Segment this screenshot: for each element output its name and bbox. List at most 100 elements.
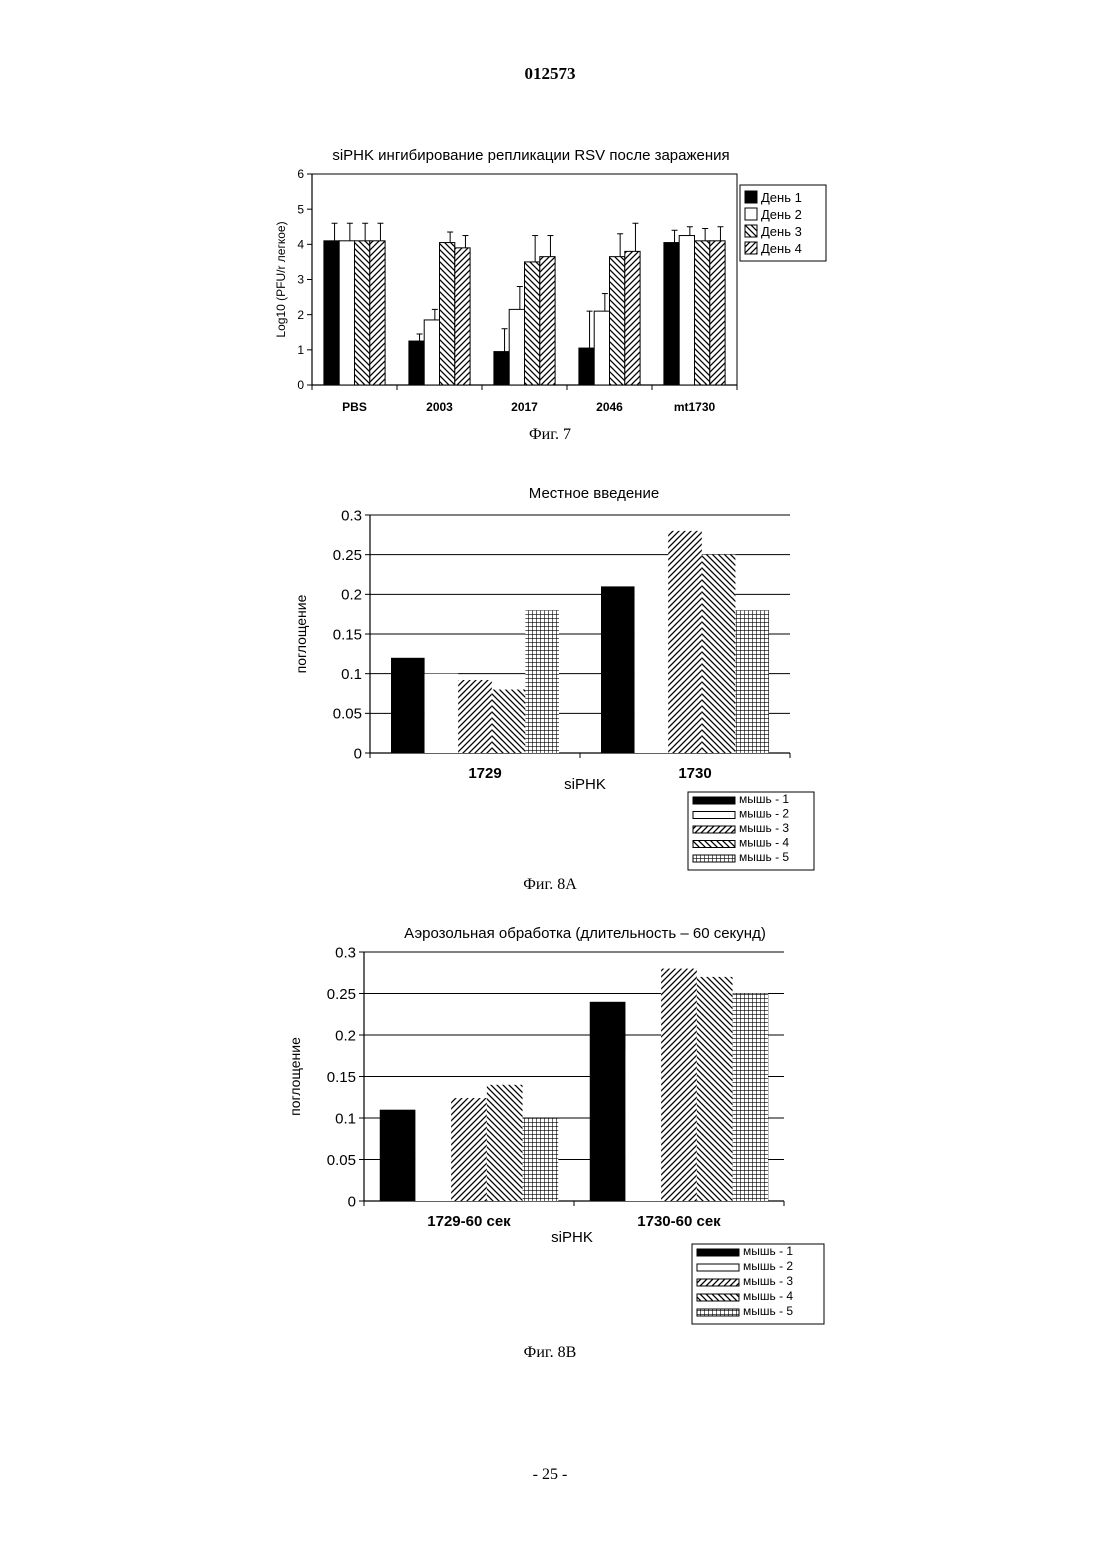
y-tick-label: 0.05: [333, 706, 362, 723]
legend-swatch: [697, 1249, 739, 1256]
y-axis-label: поглощение: [293, 594, 309, 673]
y-axis-label: Log10 (PFU/r легкое): [274, 221, 288, 337]
y-tick-label: 0.15: [333, 626, 362, 643]
chart-title: Местное введение: [529, 485, 659, 502]
bar: [679, 236, 694, 385]
x-tick-label: PBS: [342, 400, 367, 414]
y-tick-label: 0.25: [327, 986, 356, 1003]
bar: [440, 243, 455, 385]
bar: [492, 690, 526, 753]
y-tick-label: 0: [297, 378, 304, 392]
y-tick-label: 0.15: [327, 1069, 356, 1086]
bar: [625, 251, 640, 385]
legend-swatch: [697, 1294, 739, 1301]
bar: [523, 1118, 559, 1201]
y-tick-label: 3: [297, 273, 304, 287]
y-tick-label: 0: [354, 745, 362, 762]
bar: [509, 309, 524, 385]
caption-fig8b: Фиг. 8В: [0, 1344, 1100, 1362]
legend-label: мышь - 5: [739, 850, 789, 864]
y-tick-label: 0: [348, 1193, 356, 1210]
bar: [702, 555, 736, 753]
x-tick-label: 1729-60 сек: [427, 1213, 511, 1230]
y-tick-label: 0.3: [341, 507, 362, 524]
chart-fig8b: 0 0.05 0.1 0.15 0.2 0.25 0.3 1729-60 сек 1730-60…: [0, 918, 1100, 1326]
x-tick-label: 1730-60 сек: [637, 1213, 721, 1230]
bar: [455, 248, 470, 385]
bar: [664, 243, 679, 385]
bar: [601, 586, 635, 753]
x-tick-label: 2003: [426, 400, 453, 414]
legend-label: мышь - 3: [743, 1274, 793, 1288]
chart-fig7: 0123456PBS200320172046mt1730siPHK ингиби…: [0, 140, 1100, 425]
y-axis-label: поглощение: [287, 1037, 303, 1116]
legend-label: мышь - 4: [743, 1289, 793, 1303]
bar: [525, 262, 540, 385]
legend-label: мышь - 1: [743, 1244, 793, 1258]
bar: [380, 1110, 416, 1201]
legend-swatch: [693, 841, 735, 848]
bar: [409, 341, 424, 385]
y-tick-label: 4: [297, 238, 304, 252]
x-axis-label: siPHK: [564, 776, 606, 793]
chart-title: Аэрозольная обработка (длительность – 60…: [404, 925, 766, 942]
legend-label: День 1: [761, 190, 802, 205]
bar: [424, 320, 439, 385]
x-tick-label: 1730: [678, 765, 711, 782]
y-tick-label: 6: [297, 167, 304, 181]
y-tick-label: 0.05: [327, 1152, 356, 1169]
legend-swatch: [745, 208, 757, 220]
bar: [458, 680, 492, 753]
legend-label: День 3: [761, 224, 802, 239]
legend-label: мышь - 5: [743, 1304, 793, 1318]
legend-label: мышь - 4: [739, 836, 789, 850]
legend-swatch: [745, 191, 757, 203]
legend-label: мышь - 1: [739, 792, 789, 806]
bar: [415, 1096, 451, 1201]
bar: [324, 241, 339, 385]
y-tick-label: 0.3: [335, 944, 356, 961]
y-tick-label: 1: [297, 343, 304, 357]
legend-label: День 2: [761, 207, 802, 222]
x-axis-label: siPHK: [551, 1229, 593, 1246]
bar: [579, 348, 594, 385]
bar: [661, 969, 697, 1201]
legend-swatch: [693, 826, 735, 833]
bar: [425, 674, 459, 753]
y-tick-label: 0.2: [341, 587, 362, 604]
legend-label: День 4: [761, 241, 802, 256]
legend-swatch: [693, 812, 735, 819]
legend-label: мышь - 2: [743, 1259, 793, 1273]
y-tick-label: 2: [297, 308, 304, 322]
bar: [355, 241, 370, 385]
y-tick-label: 0.1: [341, 666, 362, 683]
y-tick-label: 0.1: [335, 1110, 356, 1127]
chart-title: siPHK ингибирование репликации RSV после…: [332, 147, 729, 164]
document-number: 012573: [0, 64, 1100, 84]
bar: [697, 977, 733, 1201]
caption-fig7: Фиг. 7: [0, 426, 1100, 444]
legend-swatch: [693, 855, 735, 862]
bar: [339, 241, 354, 385]
legend-swatch: [693, 797, 735, 804]
chart-fig8a: 00.050.10.150.20.250.317291730Местное вв…: [0, 478, 1100, 870]
x-tick-label: mt1730: [674, 400, 716, 414]
x-tick-label: 1729: [468, 765, 501, 782]
bar: [625, 1050, 661, 1201]
bar: [487, 1085, 523, 1201]
legend-swatch: [697, 1309, 739, 1316]
bar: [525, 610, 559, 753]
bar: [451, 1098, 487, 1201]
bar: [594, 311, 609, 385]
x-tick-label: 2017: [511, 400, 538, 414]
y-tick-label: 0.2: [335, 1027, 356, 1044]
legend-label: мышь - 3: [739, 821, 789, 835]
bar: [494, 352, 509, 385]
legend-swatch: [745, 242, 757, 254]
bar: [590, 1002, 626, 1201]
page-number: - 25 -: [0, 1466, 1100, 1484]
bar: [733, 994, 769, 1202]
legend-swatch: [697, 1279, 739, 1286]
bar: [610, 257, 625, 385]
legend-swatch: [745, 225, 757, 237]
